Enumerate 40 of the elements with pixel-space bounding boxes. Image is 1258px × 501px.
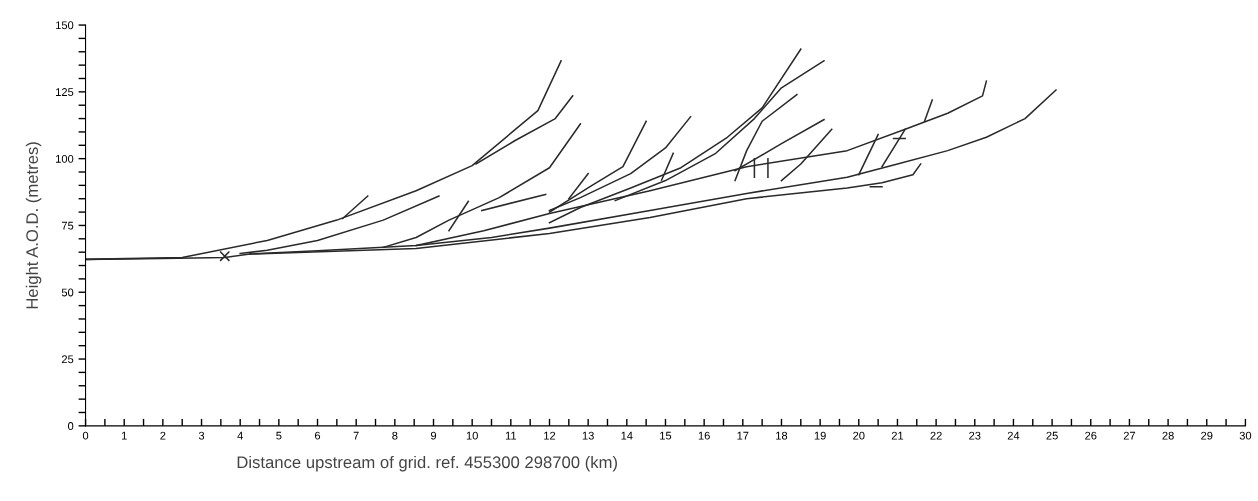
x-tick-label: 29 (1201, 431, 1213, 440)
y-axis-title: Height A.O.D. (metres) (25, 142, 42, 309)
x-tick-label: 11 (505, 431, 517, 440)
x-tick-label: 23 (969, 431, 981, 440)
x-tick-label: 20 (853, 431, 865, 440)
x-tick-label: 28 (1162, 431, 1174, 440)
x-tick-label: 1 (121, 431, 127, 440)
x-axis-title: Distance upstream of grid. ref. 455300 298700 (km) (237, 455, 617, 472)
x-tick-label: 4 (237, 431, 243, 440)
x-tick-label: 6 (314, 431, 321, 440)
y-tick-label: 50 (61, 288, 74, 297)
x-tick-label: 21 (891, 431, 904, 440)
x-tick-label: 8 (392, 431, 398, 440)
x-tick-label: 17 (737, 431, 749, 440)
y-tick-label: 150 (56, 21, 74, 30)
x-tick-label: 16 (698, 431, 710, 440)
y-tick-label: 125 (56, 88, 74, 96)
x-tick-label: 13 (582, 431, 594, 440)
x-tick-label: 3 (198, 431, 205, 440)
x-tick-label: 7 (353, 431, 359, 440)
x-tick-label: 9 (430, 431, 437, 440)
x-tick-label: 15 (660, 431, 672, 440)
x-tick-label: 14 (621, 431, 633, 440)
y-tick-label: 75 (61, 221, 74, 230)
y-tick-label: 0 (67, 422, 74, 430)
x-tick-label: 30 (1239, 431, 1252, 440)
x-tick-label: 27 (1123, 431, 1136, 440)
x-tick-label: 19 (814, 431, 826, 440)
x-tick-label: 22 (930, 431, 942, 440)
y-tick-label: 25 (61, 355, 74, 364)
x-tick-label: 2 (160, 431, 166, 440)
x-tick-label: 0 (82, 431, 89, 440)
x-tick-label: 25 (1046, 431, 1058, 440)
x-tick-label: 24 (1007, 431, 1020, 440)
x-tick-label: 5 (276, 431, 282, 440)
x-tick-label: 12 (544, 431, 556, 440)
y-tick-label: 100 (56, 154, 74, 163)
x-tick-label: 18 (776, 431, 788, 440)
x-tick-label: 10 (466, 431, 478, 440)
x-tick-label: 26 (1085, 431, 1097, 440)
